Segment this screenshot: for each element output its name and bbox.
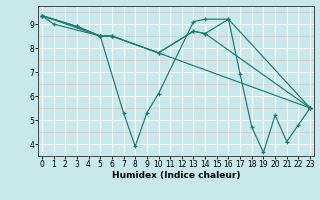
X-axis label: Humidex (Indice chaleur): Humidex (Indice chaleur) (112, 171, 240, 180)
